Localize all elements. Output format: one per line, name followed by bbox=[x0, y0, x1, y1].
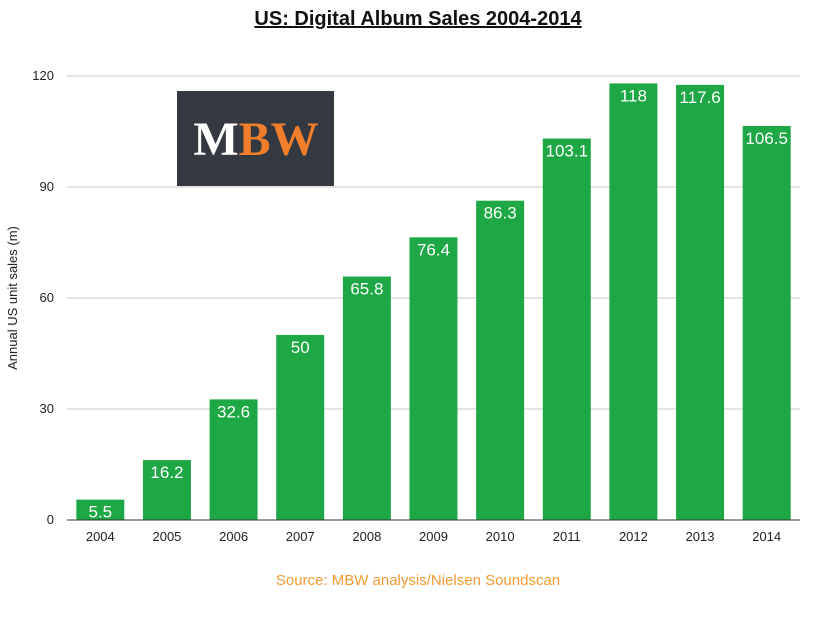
logo-background bbox=[177, 91, 334, 186]
y-tick-label: 90 bbox=[40, 179, 54, 194]
x-tick-label-2006: 2006 bbox=[219, 529, 248, 544]
x-tick-label-2013: 2013 bbox=[686, 529, 715, 544]
data-label-2009: 76.4 bbox=[417, 240, 450, 259]
bar-2005 bbox=[142, 460, 191, 520]
bar-2014 bbox=[742, 125, 791, 520]
logo-wordmark: MBW bbox=[193, 113, 318, 166]
chart-title: US: Digital Album Sales 2004-2014 bbox=[254, 8, 582, 30]
y-tick-label: 120 bbox=[32, 68, 54, 83]
mbw-logo: MBW bbox=[177, 91, 334, 186]
data-label-2012: 118 bbox=[620, 86, 647, 105]
x-tick-label-2007: 2007 bbox=[286, 529, 315, 544]
data-label-2013: 117.6 bbox=[679, 88, 720, 107]
bar-2013 bbox=[676, 84, 725, 520]
x-tick-label-2011: 2011 bbox=[553, 529, 581, 544]
y-axis-title: Annual US unit sales (m) bbox=[5, 226, 20, 370]
x-tick-label-2008: 2008 bbox=[352, 529, 381, 544]
x-axis-tick-labels: 2004 2005 2006 2007 2008 2009 2010 2011 2012 2013… bbox=[86, 529, 781, 544]
x-tick-label-2009: 2009 bbox=[419, 529, 448, 544]
data-label-2006: 32.6 bbox=[217, 402, 250, 421]
bars bbox=[76, 83, 791, 521]
bar-2011 bbox=[542, 138, 591, 520]
bar-2009 bbox=[409, 237, 458, 520]
x-tick-label-2005: 2005 bbox=[152, 529, 181, 544]
source-note: Source: MBW analysis/Nielsen Soundscan bbox=[275, 572, 561, 589]
data-label-2008: 65.8 bbox=[350, 280, 383, 299]
bar-2006 bbox=[209, 399, 258, 520]
bar-2007 bbox=[276, 335, 325, 520]
logo-letters-bw: BW bbox=[239, 113, 319, 166]
bar-2012 bbox=[609, 83, 658, 521]
bar-2004 bbox=[76, 499, 125, 520]
data-label-2004: 5.5 bbox=[88, 503, 112, 522]
x-tick-label-2010: 2010 bbox=[486, 529, 515, 544]
y-tick-label: 0 bbox=[47, 512, 54, 527]
y-tick-label: 30 bbox=[40, 401, 54, 416]
x-tick-label-2014: 2014 bbox=[752, 529, 781, 544]
y-tick-label: 60 bbox=[40, 290, 54, 305]
data-label-2011: 103.1 bbox=[545, 142, 588, 161]
logo-letter-m: M bbox=[193, 113, 238, 166]
data-label-2010: 86.3 bbox=[484, 204, 517, 223]
data-label-2005: 16.2 bbox=[150, 463, 183, 482]
bar-2008 bbox=[342, 276, 391, 520]
data-label-2014: 106.5 bbox=[745, 129, 788, 148]
x-tick-label-2012: 2012 bbox=[619, 529, 648, 544]
data-labels: 5.5 16.2 32.6 50 65.8 76.4 86.3 103.1 118 117.6 10… bbox=[88, 86, 787, 521]
data-label-2007: 50 bbox=[291, 338, 310, 357]
y-axis-tick-labels: 0 30 60 90 120 bbox=[32, 68, 54, 527]
x-tick-label-2004: 2004 bbox=[86, 529, 115, 544]
bar-2010 bbox=[476, 200, 525, 520]
